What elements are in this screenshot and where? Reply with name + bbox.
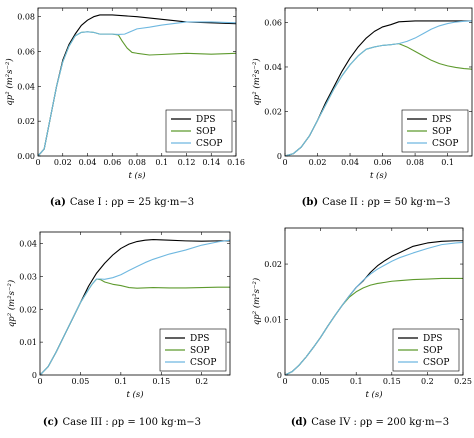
y-axis-label: qp² (m²s⁻²) [6,280,17,327]
x-tick-label: 0.08 [406,158,424,167]
series-line-csop [285,20,472,156]
y-tick-label: 0.02 [19,305,37,314]
x-axis-label: t (s) [370,170,387,181]
x-tick-label: 0.02 [54,158,72,167]
legend: DPS SOP CSOP [159,328,227,372]
legend-label-csop: CSOP [423,358,450,368]
y-tick-label: 0.03 [19,272,37,281]
legend-label-csop: CSOP [196,139,223,149]
y-tick-label: 0.02 [264,260,282,269]
x-axis-label: t (s) [365,389,382,400]
x-tick-label: 0.16 [227,158,245,167]
x-tick-label: 0.15 [383,377,401,386]
x-tick-label: 0.12 [178,158,196,167]
series-line-csop [38,21,236,156]
x-tick-label: 0.14 [202,158,220,167]
x-tick-label: 0.06 [374,158,392,167]
caption-label: (d) [291,417,307,428]
y-tick-label: 0.01 [19,338,37,347]
x-tick-label: 0.1 [350,377,363,386]
x-tick-label: 0.1 [155,158,168,167]
x-tick-label: 0.04 [341,158,359,167]
x-tick-label: 0.05 [312,377,330,386]
legend-label-dps: DPS [432,115,451,125]
x-tick-label: 0.1 [441,158,454,167]
caption-label: (a) [50,197,66,208]
y-tick-label: 0.04 [17,82,35,91]
y-tick-label: 0 [277,371,282,380]
y-tick-label: 0.00 [17,152,35,161]
chart-panel-2: 0 0.02 0.04 0.06 0.08 0.1 0 0.02 0.04 0.06 t (s) qp… [251,7,473,208]
x-tick-label: 0 [282,158,287,167]
x-tick-label: 0.06 [103,158,121,167]
x-tick-label: 0.02 [309,158,327,167]
panel-caption: (b) Case II : ρp = 50 kg·m−3 [302,197,451,208]
y-tick-label: 0.08 [17,13,35,22]
legend-label-sop: SOP [196,127,216,137]
plot-frame [37,7,237,157]
x-tick-label: 0.25 [454,377,472,386]
legend-label-sop: SOP [423,346,443,356]
x-tick-label: 0.05 [72,377,90,386]
x-tick-label: 0 [37,377,42,386]
legend: DPS SOP CSOP [392,328,460,372]
chart-panel-1: 0 0.02 0.04 0.06 0.08 0.1 0.12 0.14 0.16 0.00 0.02… [4,7,245,208]
x-tick-label: 0.08 [128,158,146,167]
caption-label: (b) [302,197,318,208]
panel-caption: (a) Case I : ρp = 25 kg·m−3 [50,197,194,208]
x-tick-label: 0 [35,158,40,167]
plot-frame [284,7,473,157]
legend: DPS SOP CSOP [401,109,469,153]
legend: DPS SOP CSOP [165,109,233,153]
x-tick-label: 0.1 [114,377,127,386]
y-axis-label: qp² (m²s⁻²) [4,58,15,105]
y-axis-label: qp² (m²s⁻²) [251,58,262,105]
caption-text: Case III : ρp = 100 kg·m−3 [62,417,201,428]
plot-frame [284,227,464,376]
caption-label: (c) [43,417,59,428]
y-tick-label: 0.02 [264,107,282,116]
legend-label-dps: DPS [190,334,209,344]
series-line-csop [285,241,463,375]
chart-panel-3: 0 0.05 0.1 0.15 0.2 0 0.01 0.02 0.03 0.04 t (s) qp²… [6,231,231,428]
legend-label-dps: DPS [196,115,215,125]
legend-label-sop: SOP [432,127,452,137]
y-tick-label: 0 [277,152,282,161]
x-tick-label: 0.15 [152,377,170,386]
x-axis-label: t (s) [126,389,143,400]
y-tick-label: 0.06 [17,48,35,57]
chart-panel-4: 0 0.05 0.1 0.15 0.2 0.25 0 0.01 0.02 t (s) qp² (m²… [251,227,472,428]
y-tick-label: 0.04 [19,240,37,249]
panel-caption: (c) Case III : ρp = 100 kg·m−3 [43,417,201,428]
caption-text: Case II : ρp = 50 kg·m−3 [322,197,450,208]
caption-text: Case I : ρp = 25 kg·m−3 [70,197,194,208]
caption-text: Case IV : ρp = 200 kg·m−3 [311,417,449,428]
legend-label-sop: SOP [190,346,210,356]
y-tick-label: 0.06 [264,18,282,27]
legend-label-csop: CSOP [432,139,459,149]
plot-frame [39,231,231,376]
x-tick-label: 0.2 [421,377,434,386]
y-tick-label: 0 [32,371,37,380]
y-tick-label: 0.02 [17,117,35,126]
y-tick-label: 0.04 [264,63,282,72]
y-tick-label: 0.01 [264,316,282,325]
y-axis-label: qp² (m²s⁻²) [251,278,262,325]
legend-label-csop: CSOP [190,358,217,368]
x-tick-label: 0.04 [79,158,97,167]
series-line-csop [40,239,230,375]
x-tick-label: 0 [282,377,287,386]
panel-caption: (d) Case IV : ρp = 200 kg·m−3 [291,417,449,428]
x-tick-label: 0.2 [195,377,208,386]
legend-label-dps: DPS [423,334,442,344]
x-axis-label: t (s) [128,170,145,181]
